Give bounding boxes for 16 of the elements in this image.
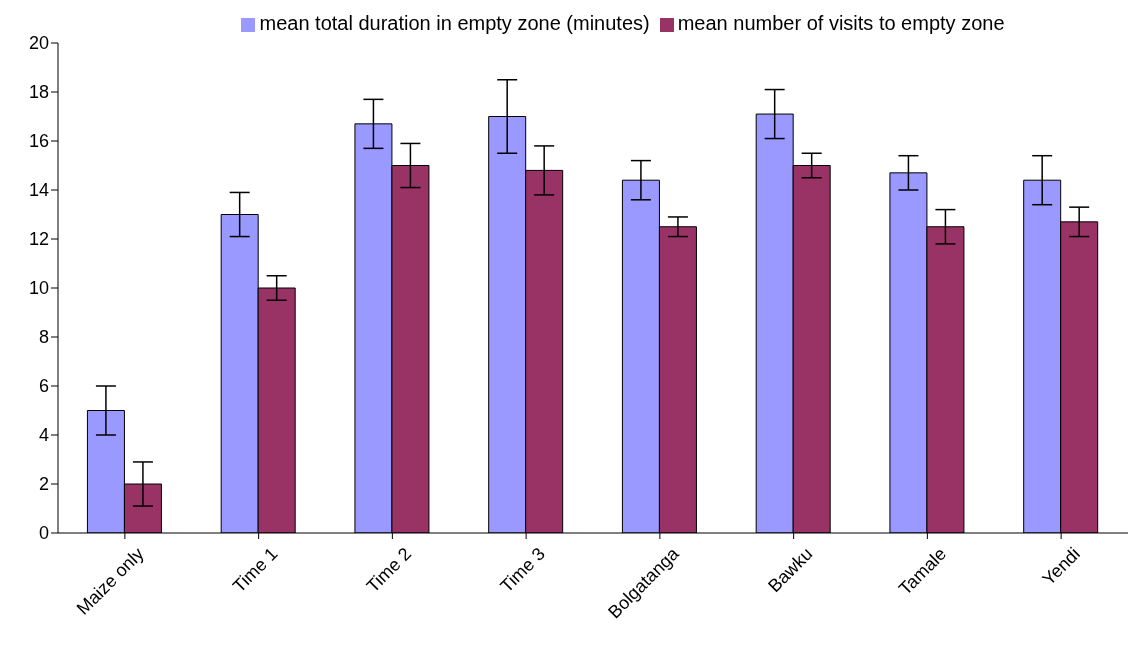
y-tick-label: 6 (38, 376, 49, 397)
legend-label: mean number of visits to empty zone (677, 12, 1005, 34)
y-tick-label: 8 (38, 327, 49, 348)
y-tick-label: 4 (38, 425, 49, 446)
y-tick-label: 0 (38, 523, 49, 544)
y-tick-label: 2 (38, 474, 49, 495)
y-tick-label: 10 (28, 278, 49, 299)
legend-label: mean total duration in empty zone (minutes) (259, 12, 650, 34)
y-tick-label: 12 (28, 229, 49, 250)
x-tick-label: Time 1 (228, 543, 282, 597)
x-tick-label: Time 3 (496, 543, 549, 597)
y-tick-label: 20 (28, 33, 49, 54)
y-tick-label: 18 (28, 82, 49, 103)
y-tick-label: 14 (28, 180, 49, 201)
x-tick-label: Time 2 (362, 543, 416, 597)
y-tick-label: 16 (28, 131, 49, 152)
